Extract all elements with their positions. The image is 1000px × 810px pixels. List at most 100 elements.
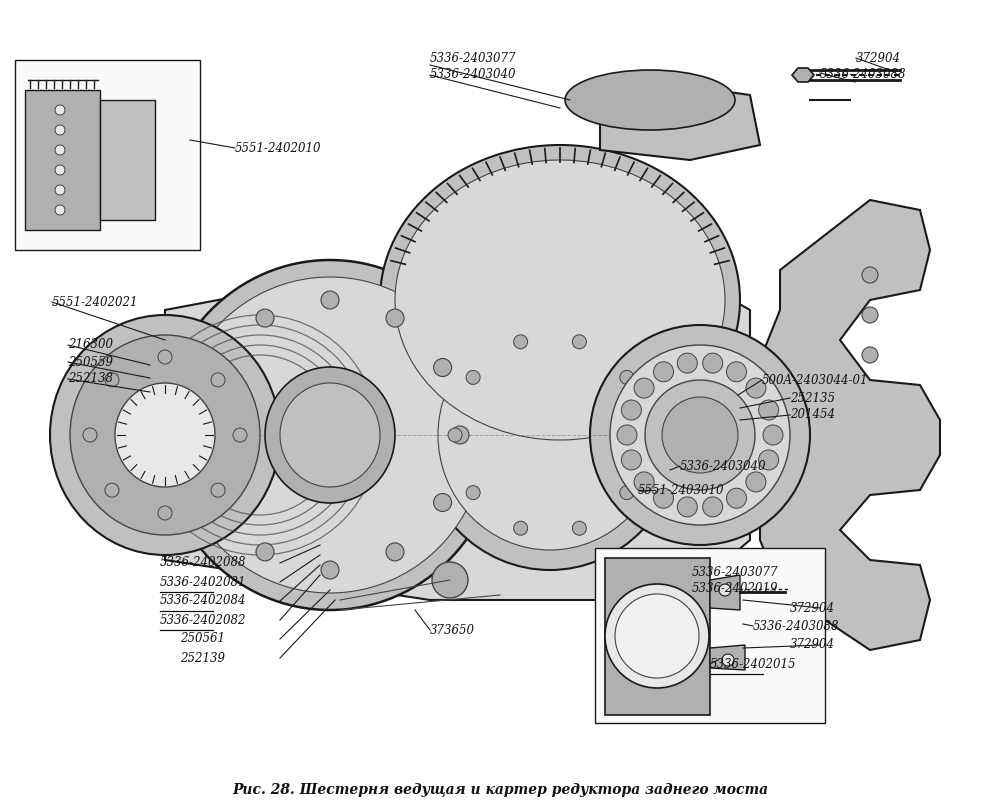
Circle shape: [572, 521, 586, 535]
Circle shape: [514, 335, 528, 349]
Text: 252138: 252138: [68, 373, 113, 386]
Text: 372904: 372904: [790, 602, 835, 615]
Text: 5551-2402021: 5551-2402021: [52, 296, 138, 309]
Circle shape: [83, 428, 97, 442]
Circle shape: [620, 486, 634, 500]
Ellipse shape: [265, 367, 395, 503]
Circle shape: [617, 425, 637, 445]
Ellipse shape: [420, 300, 680, 570]
Circle shape: [654, 488, 674, 508]
Circle shape: [105, 483, 119, 497]
Circle shape: [55, 185, 65, 195]
Text: 250561: 250561: [180, 633, 225, 646]
Circle shape: [466, 370, 480, 385]
Text: 5336-2403040: 5336-2403040: [430, 69, 516, 82]
Circle shape: [862, 267, 878, 283]
Text: 5336-2402081: 5336-2402081: [160, 575, 246, 589]
Circle shape: [677, 497, 697, 517]
Circle shape: [448, 428, 462, 442]
Text: 5336-2402088: 5336-2402088: [160, 556, 246, 569]
Text: 372904: 372904: [790, 638, 835, 651]
Circle shape: [759, 450, 779, 470]
Circle shape: [634, 378, 654, 398]
Polygon shape: [792, 68, 814, 82]
Circle shape: [620, 370, 634, 385]
Circle shape: [759, 400, 779, 420]
Polygon shape: [100, 100, 155, 220]
Circle shape: [191, 426, 209, 444]
Ellipse shape: [395, 160, 725, 440]
Ellipse shape: [438, 320, 662, 550]
Circle shape: [703, 497, 723, 517]
Circle shape: [621, 400, 641, 420]
Polygon shape: [600, 85, 760, 160]
Circle shape: [572, 335, 586, 349]
Text: 252139: 252139: [180, 651, 225, 664]
Circle shape: [434, 359, 452, 377]
Circle shape: [208, 359, 226, 377]
Ellipse shape: [115, 383, 215, 487]
Circle shape: [55, 205, 65, 215]
Circle shape: [256, 309, 274, 327]
Text: 5336-2403040: 5336-2403040: [680, 459, 767, 472]
Circle shape: [746, 472, 766, 492]
Circle shape: [211, 483, 225, 497]
Circle shape: [158, 506, 172, 520]
Ellipse shape: [432, 562, 468, 598]
Polygon shape: [710, 575, 740, 610]
Ellipse shape: [645, 380, 755, 490]
Circle shape: [386, 309, 404, 327]
Ellipse shape: [565, 70, 735, 130]
Ellipse shape: [662, 397, 738, 473]
Circle shape: [386, 543, 404, 561]
Ellipse shape: [605, 584, 709, 688]
Polygon shape: [760, 200, 940, 650]
Text: 5336-2402019: 5336-2402019: [692, 582, 778, 595]
Circle shape: [55, 165, 65, 175]
Text: 5336-2403077: 5336-2403077: [692, 565, 778, 578]
Bar: [15, 60, 200, 250]
Ellipse shape: [175, 277, 485, 593]
Ellipse shape: [610, 345, 790, 525]
Circle shape: [105, 373, 119, 387]
Circle shape: [466, 486, 480, 500]
Text: ПЛАНЕТА ЖЕЛЕЗКА: ПЛАНЕТА ЖЕЛЕЗКА: [117, 367, 883, 433]
Circle shape: [722, 654, 734, 666]
Polygon shape: [710, 645, 745, 670]
Polygon shape: [605, 558, 710, 715]
Polygon shape: [165, 260, 750, 600]
Text: 250559: 250559: [68, 356, 113, 369]
Circle shape: [746, 378, 766, 398]
Ellipse shape: [615, 594, 699, 678]
Circle shape: [514, 521, 528, 535]
Polygon shape: [25, 90, 100, 230]
Text: 5336-2403088: 5336-2403088: [820, 69, 906, 82]
Text: 252135: 252135: [790, 391, 835, 404]
Text: 372904: 372904: [856, 52, 901, 65]
Circle shape: [451, 426, 469, 444]
Circle shape: [434, 493, 452, 511]
Circle shape: [677, 353, 697, 373]
Circle shape: [55, 125, 65, 135]
Ellipse shape: [380, 145, 740, 455]
Text: 216300: 216300: [68, 339, 113, 352]
Circle shape: [638, 428, 652, 442]
Circle shape: [211, 373, 225, 387]
Circle shape: [862, 307, 878, 323]
Ellipse shape: [280, 383, 380, 487]
Circle shape: [55, 145, 65, 155]
Ellipse shape: [590, 325, 810, 545]
Circle shape: [321, 291, 339, 309]
Text: Рис. 28. Шестерня ведущая и картер редуктора заднего моста: Рис. 28. Шестерня ведущая и картер редук…: [232, 783, 768, 797]
Text: 5336-2402082: 5336-2402082: [160, 613, 246, 626]
Circle shape: [621, 450, 641, 470]
Text: 500A-2403044-01: 500A-2403044-01: [762, 373, 868, 386]
Text: 5551-2403010: 5551-2403010: [638, 484, 724, 497]
Circle shape: [763, 425, 783, 445]
Text: 5336-2402084: 5336-2402084: [160, 595, 246, 608]
Circle shape: [256, 543, 274, 561]
Text: 5336-2403088: 5336-2403088: [753, 620, 840, 633]
Bar: [595, 548, 825, 723]
Circle shape: [862, 347, 878, 363]
Text: 5336-2403077: 5336-2403077: [430, 52, 516, 65]
